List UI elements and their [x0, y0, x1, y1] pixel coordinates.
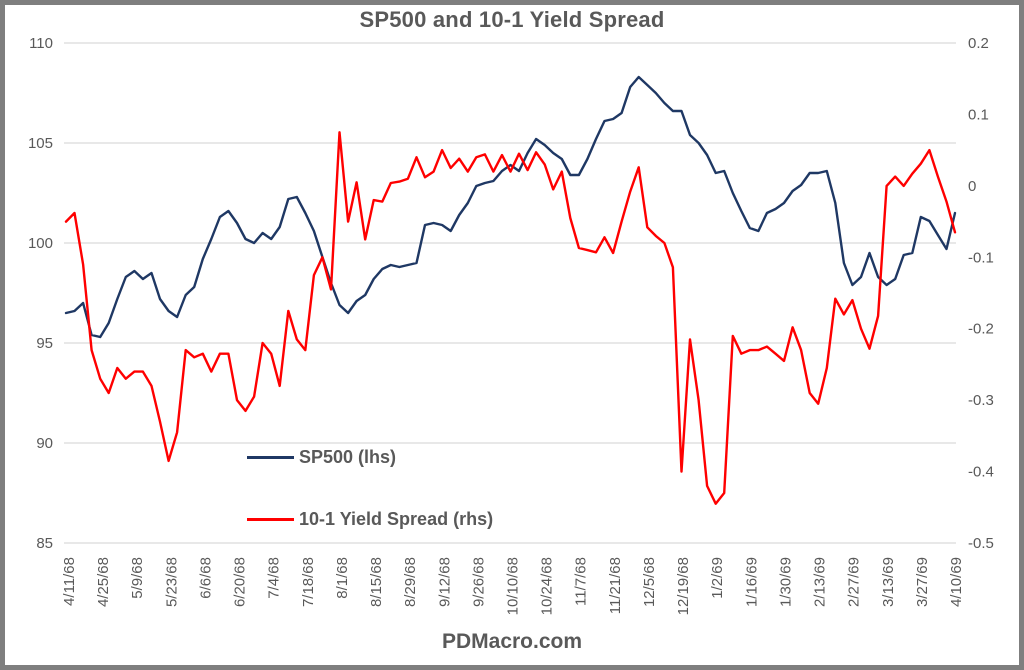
- legend-label-yield-spread: 10-1 Yield Spread (rhs): [299, 509, 494, 529]
- x-axis-tick-label: 9/26/68: [470, 557, 487, 607]
- right-axis-tick-label: -0.3: [968, 392, 994, 409]
- x-axis-tick-label: 6/6/68: [198, 557, 215, 599]
- right-axis-tick-label: -0.1: [968, 249, 994, 266]
- sp500-line-swatch: [247, 456, 294, 459]
- x-axis-tick-label: 8/15/68: [368, 557, 385, 607]
- x-axis-tick-label: 1/2/69: [709, 557, 726, 599]
- legend-label-sp500: SP500 (lhs): [299, 447, 397, 467]
- x-axis-tick-label: 5/23/68: [163, 557, 180, 607]
- x-axis-tick-label: 11/21/68: [607, 557, 624, 614]
- legend-item-sp500: SP500 (lhs): [247, 447, 396, 468]
- x-axis-tick-label: 7/4/68: [266, 557, 283, 599]
- x-axis-tick-label: 3/13/69: [880, 557, 897, 607]
- x-axis-tick-label: 12/5/68: [641, 557, 658, 607]
- yield-spread-line-swatch: [247, 518, 294, 521]
- x-axis-tick-label: 11/7/68: [573, 557, 590, 606]
- left-axis-tick-label: 100: [28, 235, 53, 252]
- legend-item-yield-spread: 10-1 Yield Spread (rhs): [247, 509, 493, 530]
- x-axis-tick-label: 4/25/68: [95, 557, 112, 607]
- right-axis-tick-label: -0.4: [968, 464, 994, 481]
- x-axis-tick-label: 1/16/69: [743, 557, 760, 607]
- x-axis-tick-label: 4/10/69: [948, 557, 965, 607]
- right-axis-tick-label: 0.1: [968, 106, 989, 123]
- x-axis-tick-label: 1/30/69: [777, 557, 794, 607]
- x-axis-tick-label: 8/29/68: [402, 557, 419, 607]
- x-axis-tick-label: 3/27/69: [914, 557, 931, 607]
- left-axis-tick-label: 105: [28, 135, 53, 152]
- series-line-yield-spread: [64, 131, 957, 505]
- x-axis-tick-label: 4/11/68: [61, 557, 78, 606]
- x-axis-tick-label: 6/20/68: [232, 557, 249, 607]
- left-axis-tick-label: 90: [36, 435, 53, 452]
- right-axis-tick-label: 0.2: [968, 35, 989, 52]
- x-axis-tick-label: 10/10/68: [505, 557, 522, 615]
- right-axis-tick-label: 0: [968, 178, 976, 195]
- x-axis-tick-label: 9/12/68: [436, 557, 453, 607]
- right-axis-tick-label: -0.5: [968, 535, 994, 552]
- series-line-sp500: [64, 75, 957, 339]
- x-axis-tick-label: 10/24/68: [539, 557, 556, 615]
- x-axis-tick-label: 2/27/69: [846, 557, 863, 607]
- right-axis-tick-label: -0.2: [968, 321, 994, 338]
- chart-title: SP500 and 10-1 Yield Spread: [359, 7, 665, 32]
- left-axis-tick-label: 85: [36, 535, 53, 552]
- left-axis-tick-label: 110: [29, 35, 53, 52]
- x-axis-tick-label: 7/18/68: [300, 557, 317, 607]
- watermark-pdmacro: PDMacro.com: [441, 630, 583, 653]
- x-axis-tick-label: 12/19/68: [675, 557, 692, 615]
- x-axis-tick-label: 8/1/68: [334, 557, 351, 599]
- x-axis-tick-label: 5/9/68: [129, 557, 146, 599]
- x-axis-tick-label: 2/13/69: [812, 557, 829, 607]
- left-axis-tick-label: 95: [36, 335, 53, 352]
